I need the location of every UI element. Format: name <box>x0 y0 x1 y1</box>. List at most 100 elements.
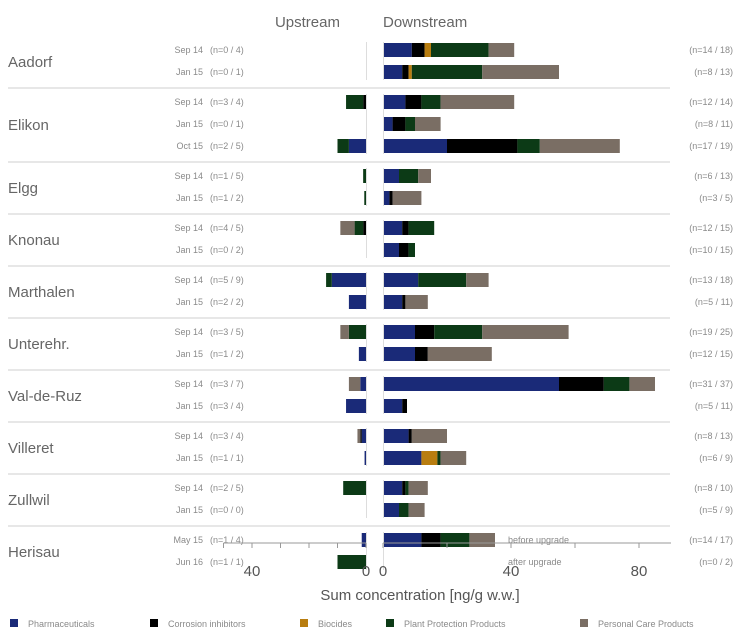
downstream-bar-segment <box>383 325 415 339</box>
row-downstream-n: (n=31 / 37) <box>689 379 733 389</box>
upstream-tick-label: 0 <box>362 563 370 580</box>
downstream-bar-segment <box>408 221 435 235</box>
legend-swatch <box>386 619 394 627</box>
downstream-bar-segment <box>440 533 470 547</box>
upstream-bar-segment <box>348 325 366 339</box>
upstream-tick-label: 40 <box>244 563 261 580</box>
row-upstream-n: (n=1 / 1) <box>210 453 244 463</box>
downstream-bar-segment <box>383 221 403 235</box>
downstream-bar-segment <box>405 117 415 131</box>
row-upstream-n: (n=1 / 4) <box>210 535 244 545</box>
row-upstream-n: (n=0 / 0) <box>210 505 244 515</box>
site-label: Val-de-Ruz <box>8 388 82 405</box>
downstream-bar-segment <box>383 377 559 391</box>
upstream-bar-segment <box>337 139 349 153</box>
x-axis-label: Sum concentration [ng/g w.w.] <box>320 587 519 604</box>
downstream-bar-segment <box>383 451 422 465</box>
row-downstream-n: (n=0 / 2) <box>699 557 733 567</box>
row-downstream-n: (n=12 / 15) <box>689 223 733 233</box>
site-label: Unterehr. <box>8 336 70 353</box>
row-upstream-n: (n=3 / 5) <box>210 327 244 337</box>
downstream-bar-segment <box>411 65 483 79</box>
legend-swatch <box>150 619 158 627</box>
downstream-bar-segment <box>389 191 393 205</box>
downstream-bar-segment <box>415 117 441 131</box>
downstream-bar-segment <box>383 481 403 495</box>
row-downstream-n: (n=17 / 19) <box>689 141 733 151</box>
downstream-bar-segment <box>383 273 419 287</box>
legend-label: Personal Care Products <box>598 619 694 628</box>
row-downstream-n: (n=13 / 18) <box>689 275 733 285</box>
downstream-bar-segment <box>392 117 406 131</box>
site-label: Aadorf <box>8 54 53 71</box>
upstream-bar-segment <box>326 273 332 287</box>
downstream-bar-segment <box>383 65 403 79</box>
row-upstream-n: (n=4 / 5) <box>210 223 244 233</box>
downstream-bar-segment <box>437 451 441 465</box>
row-downstream-n: (n=12 / 14) <box>689 97 733 107</box>
row-downstream-n: (n=5 / 11) <box>695 401 733 411</box>
downstream-bar-segment <box>383 95 406 109</box>
downstream-bar-segment <box>399 243 409 257</box>
upstream-bar-segment <box>364 191 366 205</box>
site-label: Knonau <box>8 232 60 249</box>
downstream-bar-segment <box>431 43 489 57</box>
row-date: Jan 15 <box>176 453 203 463</box>
row-downstream-n: (n=6 / 13) <box>694 171 733 181</box>
row-upstream-n: (n=0 / 4) <box>210 45 244 55</box>
upstream-header: Upstream <box>275 14 340 31</box>
row-upstream-n: (n=0 / 1) <box>210 67 244 77</box>
row-date: Sep 14 <box>174 171 203 181</box>
downstream-bar-segment <box>383 117 393 131</box>
downstream-tick-label: 40 <box>503 563 520 580</box>
downstream-bar-segment <box>399 169 419 183</box>
row-date: Sep 14 <box>174 327 203 337</box>
legend-swatch <box>10 619 18 627</box>
site-label: Zullwil <box>8 492 50 509</box>
downstream-bar-segment <box>440 95 515 109</box>
row-date: Jun 16 <box>176 557 203 567</box>
upstream-bar-segment <box>340 325 349 339</box>
downstream-bar-segment <box>408 65 412 79</box>
upstream-bar-segment <box>343 481 366 495</box>
upstream-bar-segment <box>354 221 364 235</box>
downstream-bar-segment <box>415 347 428 361</box>
row-date: Sep 14 <box>174 431 203 441</box>
upstream-bar-segment <box>364 451 366 465</box>
row-downstream-n: (n=6 / 9) <box>699 453 733 463</box>
downstream-bar-segment <box>434 325 483 339</box>
row-downstream-n: (n=19 / 25) <box>689 327 733 337</box>
row-date: Sep 14 <box>174 223 203 233</box>
upstream-bar-segment <box>346 399 366 413</box>
downstream-bar-segment <box>427 347 492 361</box>
legend-label: Corrosion inhibitors <box>168 619 246 628</box>
row-upstream-n: (n=2 / 2) <box>210 297 244 307</box>
row-upstream-n: (n=3 / 4) <box>210 431 244 441</box>
row-upstream-n: (n=0 / 1) <box>210 119 244 129</box>
downstream-bar-segment <box>424 43 431 57</box>
downstream-bar-segment <box>539 139 620 153</box>
downstream-bar-segment <box>383 139 447 153</box>
downstream-bar-segment <box>421 533 441 547</box>
legend-label: Pharmaceuticals <box>28 619 95 628</box>
downstream-bar-segment <box>418 273 467 287</box>
upstream-bar-segment <box>361 533 366 547</box>
downstream-bar-segment <box>488 43 515 57</box>
downstream-bar-segment <box>466 273 489 287</box>
upstream-bar-segment <box>340 221 355 235</box>
upstream-bar-segment <box>363 169 366 183</box>
downstream-bar-segment <box>405 481 409 495</box>
row-note: after upgrade <box>508 557 562 567</box>
legend: Pharmaceuticals Corrosion inhibitors Bioci… <box>10 619 694 628</box>
downstream-bar-segment <box>408 503 425 517</box>
downstream-tick-label: 0 <box>379 563 387 580</box>
row-upstream-n: (n=1 / 5) <box>210 171 244 181</box>
row-upstream-n: (n=1 / 2) <box>210 193 244 203</box>
downstream-bar-segment <box>392 191 422 205</box>
downstream-bar-segment <box>383 243 399 257</box>
row-upstream-n: (n=1 / 1) <box>210 557 244 567</box>
downstream-bar-segment <box>482 325 569 339</box>
legend-label: Plant Protection Products <box>404 619 506 628</box>
downstream-bar-segment <box>402 221 409 235</box>
